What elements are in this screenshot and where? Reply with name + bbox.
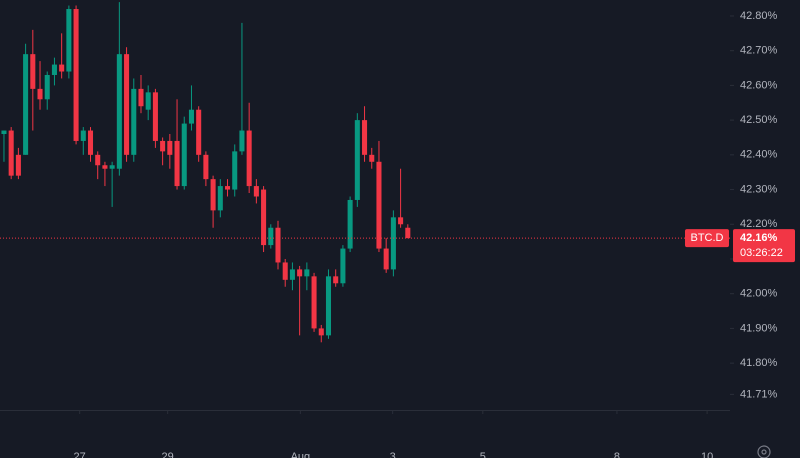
x-tick-label: 10 [701,451,713,458]
candle-body [268,227,274,246]
candle-body [383,248,389,270]
candle-body [297,269,303,277]
candle-body [95,154,101,166]
candle-body [167,140,173,155]
candle-body [369,154,375,162]
y-tick-label: 41.90% [740,322,778,334]
y-tick-label: 42.40% [740,149,778,161]
candle-body [261,189,267,246]
x-tick-label: 5 [480,451,486,458]
candle-body [37,88,43,100]
gear-hub[interactable] [761,449,767,455]
candle-body [160,140,166,152]
y-tick-label: 42.70% [740,45,778,57]
candle-body [1,130,7,135]
candle-body [282,262,288,280]
candle-body [239,130,245,152]
candle-body [325,276,332,336]
candle-body [203,154,209,180]
candle-body [318,328,324,336]
countdown-label: 03:26:22 [740,247,783,259]
candle-body [333,276,339,284]
candle-body [30,54,36,89]
candle-body [66,9,72,72]
price-label-box [733,229,795,263]
x-tick-label: 8 [614,451,620,458]
candle-body [116,54,122,169]
candle-body [124,54,130,155]
price-label: 42.16% [740,232,778,244]
candle-body [188,109,194,124]
candle-body [354,120,360,200]
candle-body [23,54,29,155]
candle-body [73,9,79,141]
x-tick-label: 29 [162,451,174,458]
candle-body [15,154,21,176]
settings-icon[interactable] [757,445,771,458]
candle-body [275,227,281,263]
candle-body [232,151,238,190]
candle-body [253,186,259,197]
candle-body [131,88,137,155]
x-tick-label: Aug [291,451,311,458]
candle-body [390,217,396,270]
candle-body [405,227,411,239]
candle-body [196,109,202,155]
candle-body [210,179,216,211]
candle-body [246,130,252,187]
candle-body [217,186,223,211]
candle-body [347,199,353,249]
candle-body [51,64,57,75]
y-tick-label: 42.50% [740,114,778,126]
y-tick-label: 42.60% [740,79,778,91]
candle-body [181,123,187,187]
candle-body [145,92,151,110]
gear[interactable] [757,445,771,458]
candle-body [340,248,346,284]
candle-body [109,165,115,169]
x-tick-label: 3 [390,451,396,458]
y-tick-label: 42.20% [740,218,778,230]
candle-body [376,161,382,249]
symbol-label: BTC.D [691,232,724,244]
symbol-label-box [685,229,729,248]
candle-body [174,140,180,187]
candle-body [311,276,317,329]
candle-body [224,186,231,190]
candle-body [398,217,404,225]
y-tick-label: 41.80% [740,357,778,369]
y-tick-label: 41.71% [740,388,778,400]
candle-body [138,88,144,107]
candle-body [8,130,14,176]
candle-body [80,130,86,141]
x-tick-label: 27 [74,451,86,458]
candle-body [362,120,368,155]
y-tick-label: 42.30% [740,183,778,195]
candle-body [59,64,65,72]
candle-body [289,269,295,280]
candle-body [304,269,310,277]
candle-body [44,74,50,100]
candle-body [102,165,108,169]
candle-body [152,92,158,141]
y-tick-label: 42.80% [740,10,778,22]
y-tick-label: 42.00% [740,288,778,300]
candle-body [87,130,94,155]
